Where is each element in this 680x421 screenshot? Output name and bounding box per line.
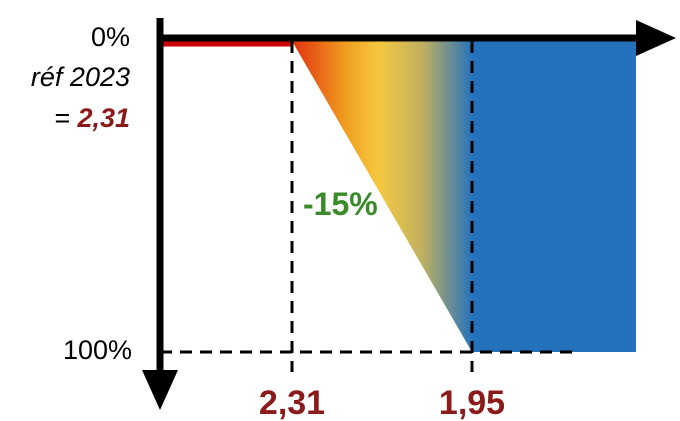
y-axis-arrow (142, 370, 178, 410)
reference-equals: = (54, 103, 77, 133)
x-tick-label: 1,95 (439, 384, 505, 421)
reference-label: réf 2023 (31, 62, 130, 92)
reference-value: = 2,31 (54, 103, 130, 133)
reference-number: 2,31 (76, 103, 130, 133)
change-annotation: -15% (303, 186, 378, 222)
x-tick-label: 2,31 (259, 384, 325, 421)
y-tick-label: 0% (91, 22, 130, 52)
x-axis-arrow (636, 20, 676, 56)
y-tick-label: 100% (63, 335, 132, 365)
target-area (472, 41, 636, 352)
transition-area (292, 41, 473, 352)
